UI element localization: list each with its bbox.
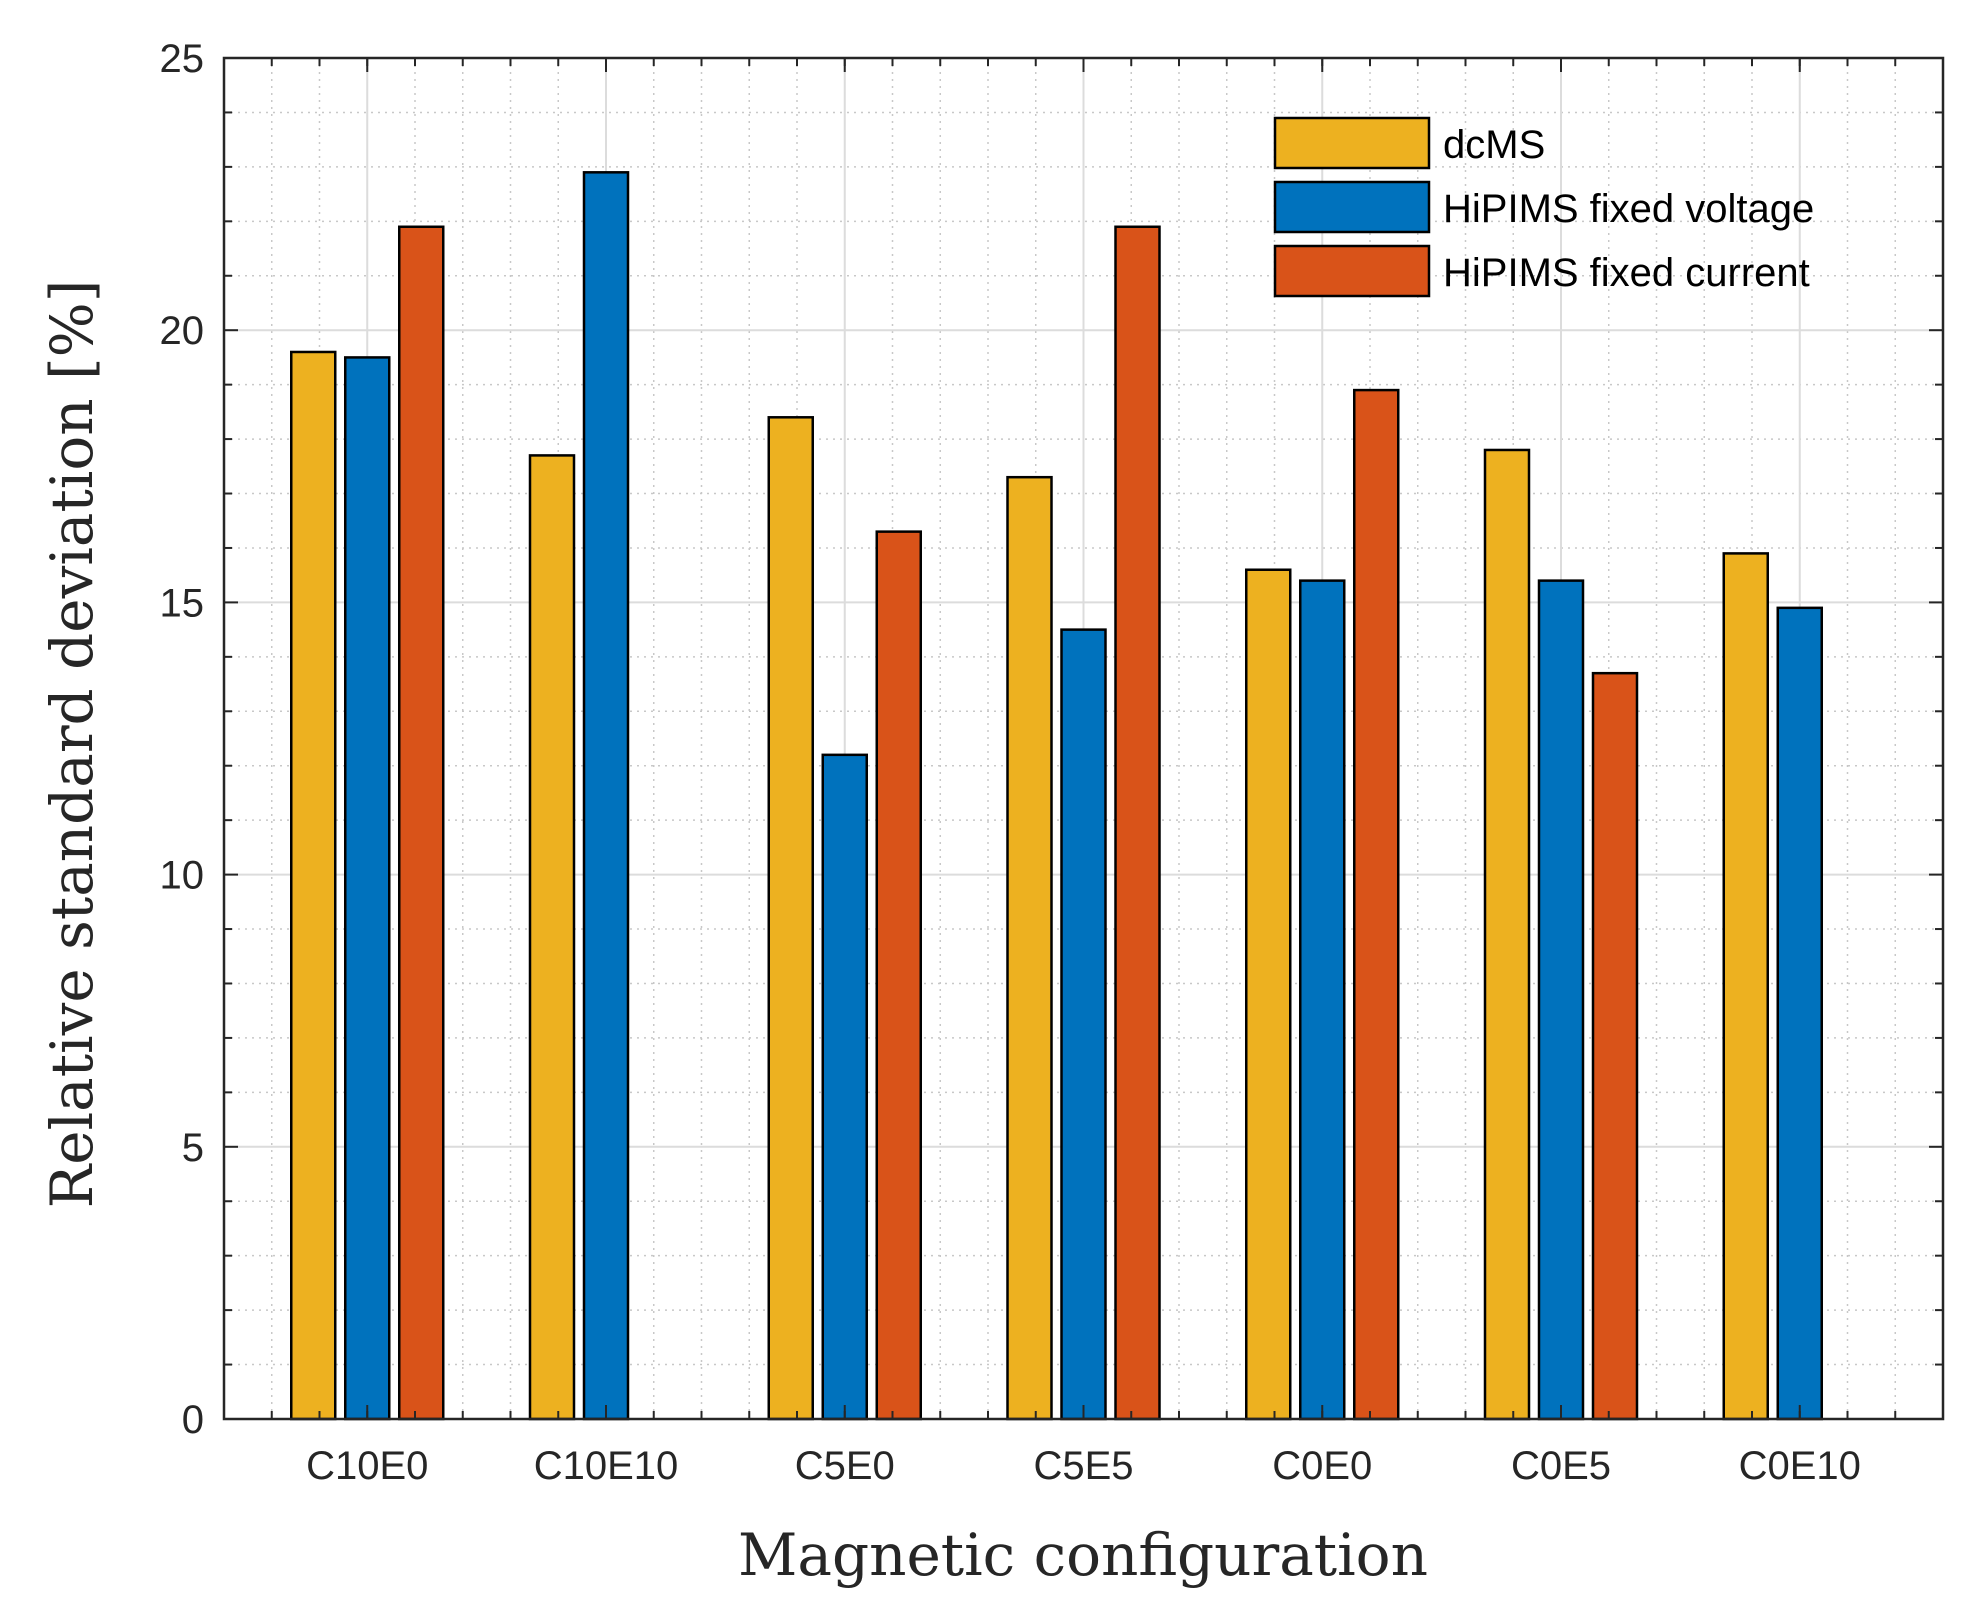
y-tick-label: 0 — [182, 1398, 204, 1442]
legend-swatch — [1273, 244, 1431, 298]
legend: dcMS HiPIMS fixed voltage HiPIMS fixed cur… — [1273, 116, 1814, 298]
y-tick-label: 5 — [182, 1126, 204, 1170]
y-tick-label: 25 — [160, 37, 205, 81]
bar-c5e5-hipims-fixed-current — [1114, 225, 1161, 1421]
x-tick-label: C5E5 — [1033, 1444, 1133, 1488]
bar-c10e0-dcms — [290, 350, 337, 1421]
bar-c0e5-dcms — [1483, 448, 1531, 1421]
legend-label: dcMS — [1443, 123, 1545, 167]
y-axis-title: Relative standard deviation [%] — [38, 280, 106, 1209]
x-tick-label: C0E10 — [1739, 1444, 1861, 1488]
bar-c5e0-hipims-fixed-current — [875, 530, 922, 1421]
x-tick-label: C5E0 — [795, 1444, 895, 1488]
y-axis-ticks: 0 5 10 15 20 25 — [160, 37, 205, 1442]
bar-c10e10-dcms — [528, 454, 576, 1421]
bar-c10e10-hipims-fixed-voltage — [582, 171, 630, 1421]
x-tick-label: C0E0 — [1272, 1444, 1372, 1488]
bar-c0e0-hipims-fixed-current — [1353, 388, 1400, 1421]
x-tick-label: C10E0 — [306, 1444, 428, 1488]
bar-c0e10-dcms — [1722, 552, 1769, 1421]
x-tick-label: C0E5 — [1511, 1444, 1611, 1488]
y-tick-label: 20 — [160, 309, 205, 353]
bar-c5e0-dcms — [767, 416, 814, 1421]
bars — [290, 171, 1823, 1421]
axes — [222, 56, 1945, 1421]
y-tick-label: 15 — [160, 581, 205, 625]
legend-label: HiPIMS fixed voltage — [1443, 187, 1814, 231]
y-tick-label: 10 — [160, 854, 205, 898]
bar-c5e5-hipims-fixed-voltage — [1060, 628, 1107, 1421]
x-axis-title: Magnetic configuration — [738, 1521, 1428, 1589]
bar-c0e10-hipims-fixed-voltage — [1776, 606, 1823, 1421]
x-axis-ticks: C10E0 C10E10 C5E0 C5E5 C0E0 C0E5 C0E10 — [306, 1444, 1861, 1488]
bar-c10e0-hipims-fixed-voltage — [344, 356, 391, 1421]
bar-c0e5-hipims-fixed-current — [1591, 671, 1639, 1421]
bar-c0e0-dcms — [1245, 568, 1292, 1421]
bar-c0e5-hipims-fixed-voltage — [1537, 579, 1585, 1421]
bar-c0e0-hipims-fixed-voltage — [1299, 579, 1346, 1421]
bar-c10e0-hipims-fixed-current — [398, 225, 445, 1421]
x-tick-label: C10E10 — [534, 1444, 679, 1488]
bar-c5e5-dcms — [1006, 475, 1053, 1421]
legend-swatch — [1273, 180, 1431, 234]
legend-label: HiPIMS fixed current — [1443, 251, 1810, 295]
legend-swatch — [1273, 116, 1431, 170]
bar-c5e0-hipims-fixed-voltage — [821, 753, 868, 1421]
